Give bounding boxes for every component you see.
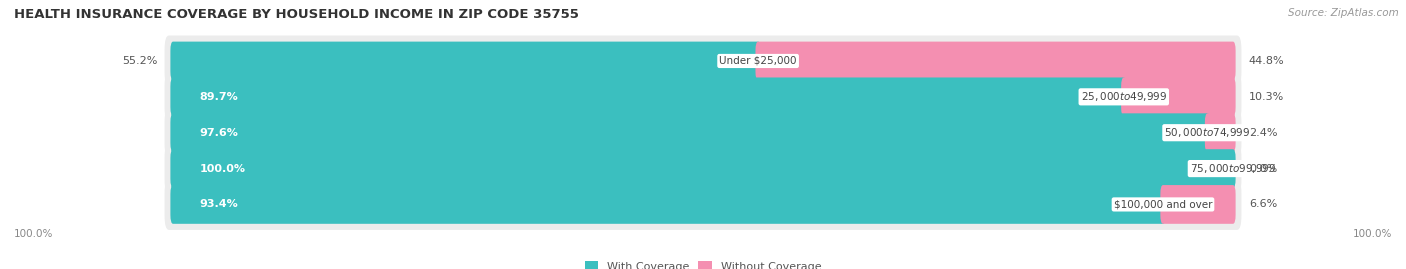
Text: 2.4%: 2.4% xyxy=(1249,128,1278,138)
FancyBboxPatch shape xyxy=(170,113,1211,152)
Text: 44.8%: 44.8% xyxy=(1249,56,1285,66)
FancyBboxPatch shape xyxy=(170,185,1166,224)
Text: 0.0%: 0.0% xyxy=(1249,164,1277,174)
Text: 89.7%: 89.7% xyxy=(200,92,238,102)
Text: HEALTH INSURANCE COVERAGE BY HOUSEHOLD INCOME IN ZIP CODE 35755: HEALTH INSURANCE COVERAGE BY HOUSEHOLD I… xyxy=(14,8,579,21)
FancyBboxPatch shape xyxy=(165,143,1241,194)
Legend: With Coverage, Without Coverage: With Coverage, Without Coverage xyxy=(581,257,825,269)
FancyBboxPatch shape xyxy=(170,77,1126,116)
Text: 100.0%: 100.0% xyxy=(14,229,53,239)
Text: 100.0%: 100.0% xyxy=(1353,229,1392,239)
Text: 97.6%: 97.6% xyxy=(200,128,239,138)
Text: 55.2%: 55.2% xyxy=(122,56,157,66)
Text: $25,000 to $49,999: $25,000 to $49,999 xyxy=(1081,90,1167,103)
FancyBboxPatch shape xyxy=(165,179,1241,230)
Text: Under $25,000: Under $25,000 xyxy=(720,56,797,66)
FancyBboxPatch shape xyxy=(165,107,1241,158)
FancyBboxPatch shape xyxy=(1160,185,1236,224)
Text: 6.6%: 6.6% xyxy=(1249,199,1277,210)
FancyBboxPatch shape xyxy=(170,42,761,80)
FancyBboxPatch shape xyxy=(1121,77,1236,116)
FancyBboxPatch shape xyxy=(755,42,1236,80)
FancyBboxPatch shape xyxy=(1205,113,1236,152)
Text: $50,000 to $74,999: $50,000 to $74,999 xyxy=(1164,126,1251,139)
Text: 10.3%: 10.3% xyxy=(1249,92,1284,102)
FancyBboxPatch shape xyxy=(165,71,1241,122)
Text: $75,000 to $99,999: $75,000 to $99,999 xyxy=(1189,162,1277,175)
FancyBboxPatch shape xyxy=(165,36,1241,86)
Text: 100.0%: 100.0% xyxy=(200,164,246,174)
Text: Source: ZipAtlas.com: Source: ZipAtlas.com xyxy=(1288,8,1399,18)
Text: 93.4%: 93.4% xyxy=(200,199,238,210)
FancyBboxPatch shape xyxy=(170,149,1236,188)
Text: $100,000 and over: $100,000 and over xyxy=(1114,199,1212,210)
